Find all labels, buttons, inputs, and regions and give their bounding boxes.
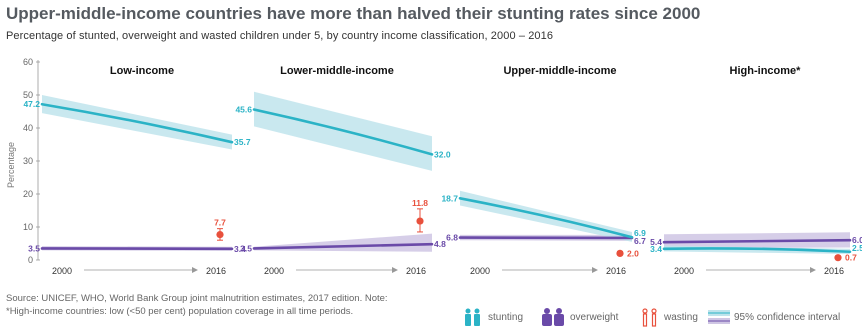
overweight-end-label: 6.7 xyxy=(634,236,646,246)
overweight-end-label: 4.8 xyxy=(434,239,446,249)
overweight-end-label: 6.0 xyxy=(852,235,862,245)
x-axis-arrowhead xyxy=(392,267,398,273)
x-tick-label: 2016 xyxy=(206,266,226,276)
x-tick-label: 2016 xyxy=(406,266,426,276)
stunting-end-label: 2.5 xyxy=(852,243,862,253)
y-tick-label: 10 xyxy=(23,222,33,232)
y-tick-label: 30 xyxy=(23,156,33,166)
x-tick-label: 2000 xyxy=(674,266,694,276)
wasting-icon xyxy=(642,308,657,327)
wasting-label: 2.0 xyxy=(627,248,639,258)
x-tick-label: 2000 xyxy=(264,266,284,276)
y-tick-label: 40 xyxy=(23,123,33,133)
legend-label-ci: 95% confidence interval xyxy=(734,311,841,323)
wasting-point xyxy=(416,217,424,225)
stunting-start-label: 3.4 xyxy=(650,244,662,254)
stunting-line xyxy=(662,247,852,254)
overweight-line xyxy=(662,238,852,244)
legend-item-wasting: wasting xyxy=(640,306,698,328)
x-axis-arrowhead xyxy=(810,267,816,273)
source-line-1: Source: UNICEF, WHO, World Bank Group jo… xyxy=(6,293,388,304)
overweight-start-label: 5.4 xyxy=(650,237,662,247)
chart-area: Percentage 0 10 20 30 40 50 60 Low-income 2000 201… xyxy=(6,57,862,276)
y-tick-label: 0 xyxy=(28,255,33,265)
legend-label-wasting: wasting xyxy=(664,311,698,323)
wasting-point xyxy=(216,230,224,239)
legend-label-stunting: stunting xyxy=(488,311,524,323)
wasting-point xyxy=(834,254,842,262)
x-tick-label: 2016 xyxy=(606,266,626,276)
wasting-point xyxy=(616,249,624,257)
confidence-interval-icon xyxy=(708,310,730,324)
y-tick-label: 50 xyxy=(23,90,33,100)
overweight-icon xyxy=(542,308,564,326)
x-axis-arrowhead xyxy=(592,267,598,273)
legend-label-overweight: overweight xyxy=(570,311,619,323)
y-axis-label: Percentage xyxy=(6,142,16,188)
overweight-start-label: 3.5 xyxy=(28,243,40,253)
panel-title: Low-income xyxy=(110,65,174,77)
chart-subtitle: Percentage of stunted, overweight and wa… xyxy=(6,30,554,42)
stunting-end-label: 32.0 xyxy=(434,149,451,159)
stunting-icon xyxy=(465,308,480,326)
x-tick-label: 2016 xyxy=(824,266,844,276)
source-line-2: *High-income countries: low (<50 per cen… xyxy=(6,306,354,317)
overweight-end-label: 3.4 xyxy=(234,244,246,254)
y-tick-label: 60 xyxy=(23,57,33,67)
x-tick-label: 2000 xyxy=(52,266,72,276)
overweight-start-label: 6.8 xyxy=(446,233,458,243)
legend-item-stunting: stunting xyxy=(462,306,523,328)
panel-title: Upper-middle-income xyxy=(503,65,616,77)
stunting-line xyxy=(252,108,434,156)
stunting-end-label: 35.7 xyxy=(234,137,251,147)
y-tick-label: 20 xyxy=(23,189,33,199)
chart-title: Upper-middle-income countries have more … xyxy=(6,4,701,23)
legend-item-ci: 95% confidence interval xyxy=(708,306,840,328)
x-tick-label: 2000 xyxy=(470,266,490,276)
stunting-start-label: 47.2 xyxy=(23,99,40,109)
wasting-label: 7.7 xyxy=(214,218,226,228)
panel-title: Lower-middle-income xyxy=(280,65,394,77)
stunting-start-label: 45.6 xyxy=(235,105,252,115)
legend-item-overweight: overweight xyxy=(540,306,618,328)
x-axis-arrowhead xyxy=(192,267,198,273)
stunting-line xyxy=(458,196,634,239)
panel-title: High-income* xyxy=(730,65,802,77)
stunting-line xyxy=(40,102,234,144)
stunting-end-label: 6.9 xyxy=(634,228,646,238)
wasting-label: 11.8 xyxy=(412,198,428,208)
overweight-line xyxy=(252,242,434,250)
overweight-start-label: 3.5 xyxy=(240,243,252,253)
source-note: Source: UNICEF, WHO, World Bank Group jo… xyxy=(6,292,446,318)
stunting-start-label: 18.7 xyxy=(441,193,458,203)
wasting-label: 0.7 xyxy=(845,253,857,263)
